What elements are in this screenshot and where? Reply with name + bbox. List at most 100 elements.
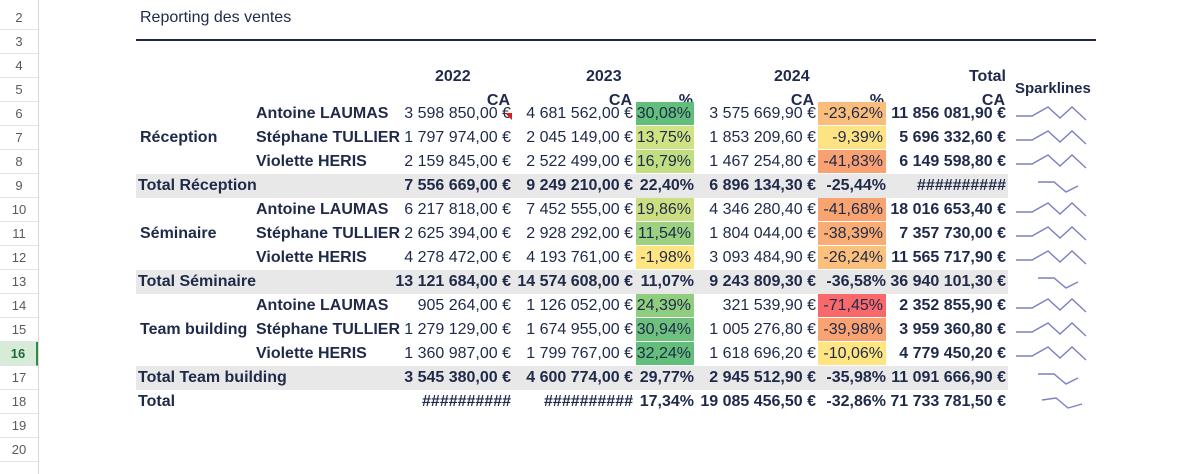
subtotal-pct-2023: 29,77% [639, 369, 694, 386]
ca-total: 5 696 332,60 € [899, 129, 1006, 146]
ca-2023: 2 045 149,00 € [526, 129, 633, 146]
sparkline-subtotal [1038, 181, 1079, 193]
sparkline [1016, 130, 1087, 145]
pct-2023: 30,08% [636, 102, 694, 126]
ca-total: 18 016 653,40 € [890, 201, 1006, 218]
row-number-15[interactable]: 15 [0, 318, 38, 342]
ca-2023: 2 928 292,00 € [526, 225, 633, 242]
sparkline [1016, 202, 1087, 217]
ca-2022: 1 797 974,00 € [404, 129, 511, 146]
row-number-10[interactable]: 10 [0, 198, 38, 222]
header-ca-2023: CA [608, 92, 632, 109]
ca-2022: 905 264,00 € [417, 297, 511, 314]
grand-total-ca-2024: 19 085 456,50 € [700, 393, 816, 410]
ca-2023: 2 522 499,00 € [526, 153, 633, 170]
row-number-3[interactable]: 3 [0, 30, 38, 54]
pct-2024: -41,68% [818, 198, 886, 222]
ca-2023: 7 452 555,00 € [526, 201, 633, 218]
row-number-9[interactable]: 9 [0, 174, 38, 198]
ca-2024: 3 575 669,90 € [709, 105, 816, 122]
row-number-5[interactable]: 5 [0, 78, 38, 102]
pct-2023: -1,98% [636, 246, 694, 270]
salesperson-name: Violette HERIS [256, 153, 367, 170]
sparkline-subtotal [1038, 277, 1079, 289]
sparkline-subtotal [1038, 373, 1079, 385]
sparkline [1016, 346, 1087, 361]
grand-total-pct-2024: -32,86% [826, 393, 886, 410]
sparkline [1016, 226, 1087, 241]
row-number-6[interactable]: 6 [0, 102, 38, 126]
subtotal-pct-2024: -35,98% [826, 369, 886, 386]
comment-indicator[interactable] [505, 113, 512, 120]
row-number-11[interactable]: 11 [0, 222, 38, 246]
row-number-18[interactable]: 18 [0, 390, 38, 414]
pct-2023: 19,86% [636, 198, 694, 222]
subtotal-ca-2024: 6 896 134,30 € [709, 177, 816, 194]
subtotal-label: Total Team building [138, 369, 287, 386]
salesperson-name: Antoine LAUMAS [256, 105, 389, 122]
pct-2024: -41,83% [818, 150, 886, 174]
ca-2024: 1 467 254,80 € [709, 153, 816, 170]
row-number-17[interactable]: 17 [0, 366, 38, 390]
grand-total-pct-2023: 17,34% [639, 393, 694, 410]
header-year-2023: 2023 [586, 68, 622, 85]
salesperson-name: Stéphane TULLIER [256, 129, 401, 146]
row-number-4[interactable]: 4 [0, 54, 38, 78]
ca-total: 6 149 598,80 € [899, 153, 1006, 170]
pct-2024: -71,45% [818, 294, 886, 318]
row-number-12[interactable]: 12 [0, 246, 38, 270]
header-year-2022: 2022 [435, 68, 471, 85]
grand-total-label: Total [138, 393, 176, 410]
subtotal-pct-2023: 11,07% [640, 273, 694, 290]
row-number-7[interactable]: 7 [0, 126, 38, 150]
row-number-19[interactable]: 19 [0, 414, 38, 438]
row-number-16[interactable]: 16 [0, 342, 38, 366]
pct-2024: -39,98% [818, 318, 886, 342]
title-underline [136, 39, 1096, 41]
ca-total: 2 352 855,90 € [899, 297, 1006, 314]
ca-2022: 1 360 987,00 € [404, 345, 511, 362]
row-header-column: 2 3 4 5 6 7 8 9 10 11 12 13 14 15 16 17 18 19 20 [0, 0, 39, 474]
header-ca-total: CA [981, 92, 1005, 109]
pct-2023: 11,54% [636, 222, 694, 246]
ca-total: 7 357 730,00 € [899, 225, 1006, 242]
ca-2023: 1 674 955,00 € [526, 321, 633, 338]
salesperson-name: Antoine LAUMAS [256, 201, 389, 218]
sparkline [1016, 298, 1087, 313]
sparkline-grand-total [1041, 397, 1083, 409]
subtotal-ca-2022: 3 545 380,00 € [404, 369, 511, 386]
salesperson-name: Stéphane TULLIER [256, 321, 401, 338]
pct-2023: 24,39% [636, 294, 694, 318]
subtotal-pct-2024: -25,44% [826, 177, 886, 194]
grand-total-ca-total: 71 733 781,50 € [890, 393, 1006, 410]
subtotal-ca-total: 36 940 101,30 € [890, 273, 1006, 290]
pct-2024: -23,62% [818, 102, 886, 126]
ca-2023: 4 681 562,00 € [526, 105, 633, 122]
row-number-14[interactable]: 14 [0, 294, 38, 318]
pct-2024: -38,39% [818, 222, 886, 246]
ca-total: 11 565 717,90 € [891, 249, 1006, 266]
header-ca-2022: CA [486, 92, 510, 109]
ca-total: 3 959 360,80 € [899, 321, 1006, 338]
row-number-8[interactable]: 8 [0, 150, 38, 174]
row-number-13[interactable]: 13 [0, 270, 38, 294]
subtotal-ca-total: ########## [917, 177, 1006, 194]
sparkline [1016, 250, 1087, 265]
ca-2023: 4 193 761,00 € [526, 249, 633, 266]
subtotal-band [136, 270, 1008, 294]
ca-2022: 2 625 394,00 € [404, 225, 511, 242]
row-number-2[interactable]: 2 [0, 6, 38, 30]
row-number-20[interactable]: 20 [0, 438, 38, 462]
sparkline [1016, 322, 1087, 337]
header-year-2024: 2024 [774, 68, 810, 85]
header-total: Total [968, 68, 1006, 85]
salesperson-name: Violette HERIS [256, 249, 367, 266]
header-sparklines: Sparklines [1015, 80, 1091, 97]
subtotal-ca-2022: 13 121 684,00 € [395, 273, 511, 290]
header-ca-2024: CA [790, 92, 814, 109]
subtotal-band [136, 366, 1008, 390]
subtotal-pct-2024: -36,58% [826, 273, 886, 290]
group-label: Réception [140, 129, 218, 146]
subtotal-ca-2023: 14 574 608,00 € [517, 273, 633, 290]
subtotal-label: Total Réception [138, 177, 257, 194]
